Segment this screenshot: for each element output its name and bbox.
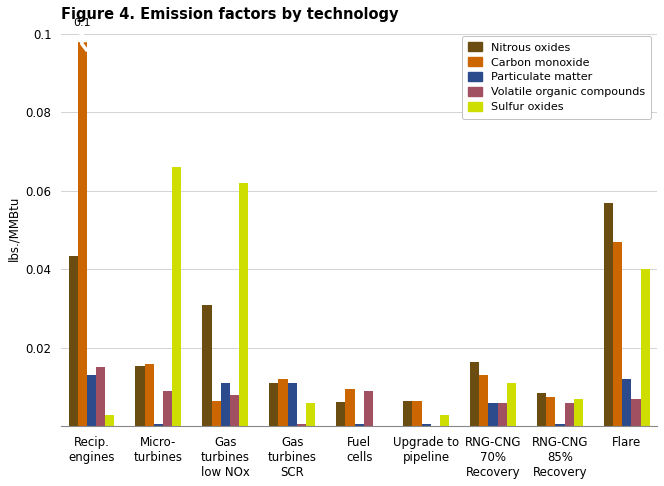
Bar — [220, 383, 230, 426]
Bar — [507, 383, 516, 426]
Bar — [172, 167, 181, 426]
Bar — [68, 256, 78, 426]
Bar — [604, 203, 614, 426]
Bar — [489, 403, 497, 426]
Bar — [555, 424, 564, 426]
Bar — [135, 365, 145, 426]
Bar — [145, 364, 154, 426]
Bar — [163, 391, 172, 426]
Bar — [546, 397, 555, 426]
Bar — [96, 367, 105, 426]
Bar — [278, 379, 288, 426]
Bar — [470, 362, 479, 426]
Bar — [614, 242, 622, 426]
Bar — [574, 399, 583, 426]
Legend: Nitrous oxides, Carbon monoxide, Particulate matter, Volatile organic compounds,: Nitrous oxides, Carbon monoxide, Particu… — [462, 35, 651, 119]
Bar — [78, 40, 87, 426]
Bar — [631, 399, 641, 426]
Bar — [422, 424, 431, 426]
Bar — [564, 403, 574, 426]
Bar — [537, 393, 546, 426]
Bar — [345, 389, 355, 426]
Bar — [497, 403, 507, 426]
Bar — [270, 383, 278, 426]
Bar — [412, 401, 422, 426]
Bar — [105, 415, 114, 426]
Bar — [440, 415, 449, 426]
Bar — [364, 391, 373, 426]
Bar — [203, 305, 212, 426]
Bar — [154, 424, 163, 426]
Bar — [403, 401, 412, 426]
Bar — [336, 401, 345, 426]
Bar — [239, 183, 248, 426]
Bar — [230, 395, 239, 426]
Bar — [622, 379, 631, 426]
Bar — [297, 424, 306, 426]
Bar — [641, 269, 650, 426]
Bar — [288, 383, 297, 426]
Text: Figure 4. Emission factors by technology: Figure 4. Emission factors by technology — [61, 7, 398, 22]
Bar — [355, 424, 364, 426]
Y-axis label: lbs./MMBtu: lbs./MMBtu — [7, 195, 20, 261]
Text: 0.1: 0.1 — [74, 18, 91, 28]
Bar — [306, 403, 315, 426]
Bar — [212, 401, 220, 426]
Bar — [87, 375, 96, 426]
Bar — [479, 375, 489, 426]
